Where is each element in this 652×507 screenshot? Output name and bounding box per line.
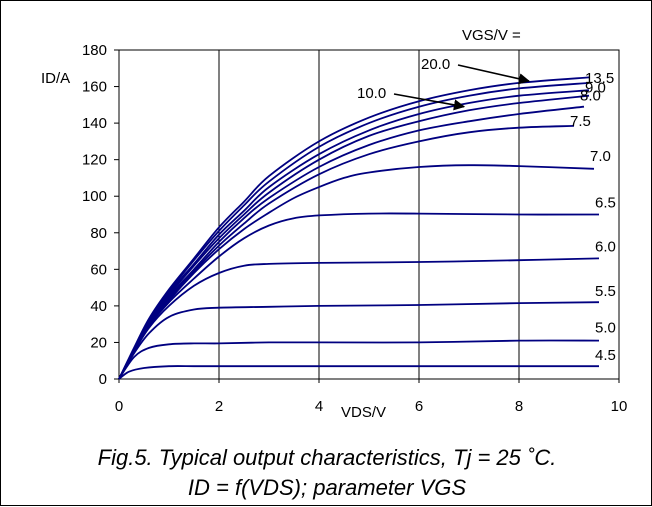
series-line-vgs-13-5 bbox=[118, 82, 590, 380]
series-line-vgs-4-5 bbox=[118, 365, 599, 380]
series-line-vgs-8-0 bbox=[118, 105, 585, 380]
figure-caption-line1: Fig.5. Typical output characteristics, T… bbox=[98, 445, 557, 470]
y-tick-label: 180 bbox=[82, 42, 107, 59]
y-tick-label: 40 bbox=[90, 298, 107, 315]
x-axis-label: VDS/V bbox=[341, 404, 386, 421]
series-line-vgs-6-0 bbox=[118, 257, 600, 380]
series-labels: 4.5 5.0 5.5 6.0 6.5 7.0 7.5 8.09.013.5 bbox=[570, 70, 616, 364]
y-tick-label: 100 bbox=[82, 188, 107, 205]
annotation-arrow bbox=[457, 64, 531, 85]
y-tick-label: 160 bbox=[82, 79, 107, 96]
y-tick-label: 80 bbox=[90, 225, 107, 242]
x-tick-labels: 0 2 4 6 8 10 bbox=[115, 379, 628, 415]
series-line-vgs-5-0 bbox=[118, 339, 600, 380]
x-tick-label: 0 bbox=[115, 398, 123, 415]
series-label: 13.5 bbox=[585, 70, 614, 87]
caption-param-text: ID = f(VDS); parameter VGS bbox=[188, 475, 466, 500]
series-label: 6.5 bbox=[595, 195, 616, 212]
y-axis-label: ID/A bbox=[41, 70, 70, 87]
y-tick-label: 0 bbox=[99, 371, 107, 388]
figure-caption-line2: ID = f(VDS); parameter VGS bbox=[188, 475, 466, 500]
series-label: 5.0 bbox=[595, 320, 616, 337]
annotation-label: 10.0 bbox=[357, 85, 386, 102]
x-tick-label: 10 bbox=[611, 398, 628, 415]
x-tick-label: 4 bbox=[315, 398, 323, 415]
series-label: 8.0 bbox=[580, 88, 601, 105]
annotation-arrow bbox=[393, 93, 466, 111]
y-tick-label: 140 bbox=[82, 115, 107, 132]
series-label: 7.0 bbox=[590, 148, 611, 165]
legend-title: VGS/V = bbox=[462, 27, 521, 44]
annotations: 20.0 10.0 bbox=[357, 56, 531, 111]
x-tick-label: 2 bbox=[215, 398, 223, 415]
series-lines bbox=[118, 76, 600, 380]
annotation-label: 20.0 bbox=[421, 56, 450, 73]
series-line-vgs-10-0 bbox=[118, 89, 590, 380]
x-tick-label: 8 bbox=[515, 398, 523, 415]
series-line-vgs-5-5 bbox=[118, 301, 600, 380]
series-label: 5.5 bbox=[595, 283, 616, 300]
series-label: 4.5 bbox=[595, 347, 616, 364]
series-line-vgs-7-0 bbox=[118, 164, 595, 380]
series-line-vgs-20-0 bbox=[118, 76, 590, 380]
series-line-vgs-6-5 bbox=[118, 212, 600, 380]
caption-fig-text: Fig.5. Typical output characteristics, T… bbox=[98, 445, 557, 470]
y-tick-labels: 0 20 40 60 80 100 120 140 160 180 bbox=[82, 42, 119, 388]
y-tick-label: 120 bbox=[82, 152, 107, 169]
x-tick-label: 6 bbox=[415, 398, 423, 415]
series-label: 7.5 bbox=[570, 113, 591, 130]
plot-area bbox=[118, 49, 620, 380]
y-tick-label: 20 bbox=[90, 334, 107, 351]
y-tick-label: 60 bbox=[90, 261, 107, 278]
series-label: 6.0 bbox=[595, 238, 616, 255]
series-label: 9.0 bbox=[585, 80, 606, 97]
